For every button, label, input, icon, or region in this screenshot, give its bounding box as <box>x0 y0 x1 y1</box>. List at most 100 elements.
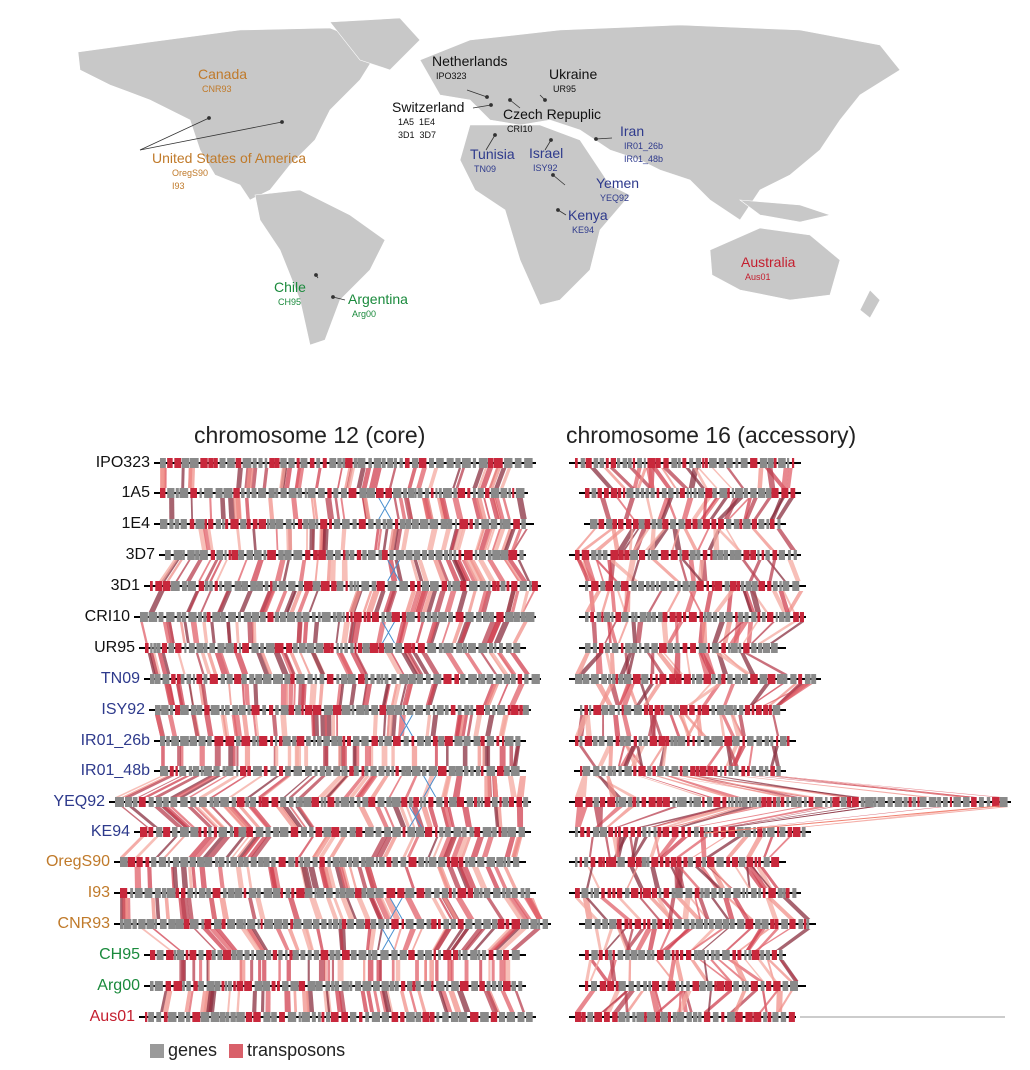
transposon-block <box>633 519 639 529</box>
gene-block <box>455 766 463 776</box>
transposon-block <box>780 797 785 807</box>
gene-block <box>478 643 488 653</box>
transposon-block <box>669 674 676 684</box>
synteny-link <box>265 991 271 1012</box>
transposon-block <box>724 981 733 991</box>
transposon-block <box>345 581 348 591</box>
gene-block <box>438 643 443 653</box>
gene-block <box>393 488 402 498</box>
gene-block <box>298 643 306 653</box>
synteny-link <box>757 468 764 488</box>
legend: genes transposons <box>150 1040 345 1061</box>
gene-block <box>416 919 425 929</box>
gene-block <box>777 888 783 898</box>
synteny-link <box>729 807 876 827</box>
transposon-block <box>270 581 273 591</box>
transposon-block <box>341 950 350 960</box>
country-label: Netherlands IPO323 <box>432 54 508 81</box>
transposon-block <box>655 458 661 468</box>
synteny-link <box>164 898 170 919</box>
gene-block <box>371 1012 381 1022</box>
transposon-block <box>371 736 378 746</box>
synteny-link <box>288 898 300 919</box>
gene-block <box>381 612 385 622</box>
gene-block <box>303 797 312 807</box>
gene-block <box>391 797 401 807</box>
synteny-link <box>166 622 175 643</box>
synteny-link <box>740 653 756 674</box>
synteny-link <box>647 591 663 612</box>
transposon-block <box>803 919 807 929</box>
gene-block <box>497 981 503 991</box>
synteny-link <box>379 960 382 981</box>
synteny-link <box>632 468 642 488</box>
synteny-link <box>287 746 292 766</box>
gene-block <box>759 674 768 684</box>
synteny-link <box>700 498 718 519</box>
gene-block <box>787 550 791 560</box>
synteny-link <box>380 898 393 919</box>
gene-block <box>643 736 648 746</box>
transposon-block <box>155 581 163 591</box>
gene-block <box>425 857 428 867</box>
strain-label: CRI10 <box>507 124 533 134</box>
gene-block <box>158 857 167 867</box>
gene-block <box>752 581 758 591</box>
gene-block <box>156 950 164 960</box>
gene-block <box>251 950 255 960</box>
synteny-link <box>391 746 395 766</box>
synteny-link <box>422 498 433 519</box>
transposon-block <box>391 1012 399 1022</box>
gene-block <box>593 736 598 746</box>
synteny-link <box>186 898 194 919</box>
synteny-link <box>399 684 408 705</box>
gene-block <box>641 674 649 684</box>
gene-block <box>470 766 474 776</box>
gene-block <box>154 888 161 898</box>
gene-block <box>203 643 208 653</box>
synteny-link <box>162 991 173 1012</box>
transposon-block <box>487 458 494 468</box>
gene-block <box>385 766 390 776</box>
synteny-link <box>746 837 763 857</box>
synteny-link <box>766 560 786 581</box>
synteny-link <box>448 991 462 1012</box>
synteny-link <box>228 746 234 766</box>
synteny-link <box>762 991 768 1012</box>
transposon-block <box>496 766 504 776</box>
gene-block <box>782 581 790 591</box>
gene-block <box>337 736 343 746</box>
gene-block <box>349 981 353 991</box>
transposon-block <box>209 674 218 684</box>
transposon-block <box>467 488 471 498</box>
strain-label: CH95 <box>278 297 302 307</box>
gene-block <box>195 550 200 560</box>
transposon-block <box>431 981 434 991</box>
synteny-link <box>491 960 495 981</box>
synteny-link <box>599 898 631 919</box>
synteny-link <box>403 498 414 519</box>
synteny-link <box>260 653 273 674</box>
gene-block <box>160 458 166 468</box>
synteny-link <box>325 776 349 797</box>
gene-block <box>271 1012 277 1022</box>
transposon-block <box>200 458 208 468</box>
synteny-link <box>399 807 411 827</box>
transposon-block <box>381 550 388 560</box>
synteny-link <box>235 867 244 888</box>
gene-block <box>590 981 598 991</box>
gene-block <box>186 981 191 991</box>
gene-block <box>342 519 350 529</box>
synteny-link <box>217 591 230 612</box>
synteny-link <box>504 837 516 857</box>
gene-block <box>685 888 693 898</box>
transposon-block <box>496 581 500 591</box>
gene-block <box>130 888 134 898</box>
synteny-link <box>383 807 395 827</box>
synteny-link <box>381 746 388 766</box>
transposon-block <box>721 674 726 684</box>
gene-block <box>138 919 146 929</box>
transposon-block <box>616 888 623 898</box>
gene-block <box>758 519 765 529</box>
gene-block <box>466 797 473 807</box>
